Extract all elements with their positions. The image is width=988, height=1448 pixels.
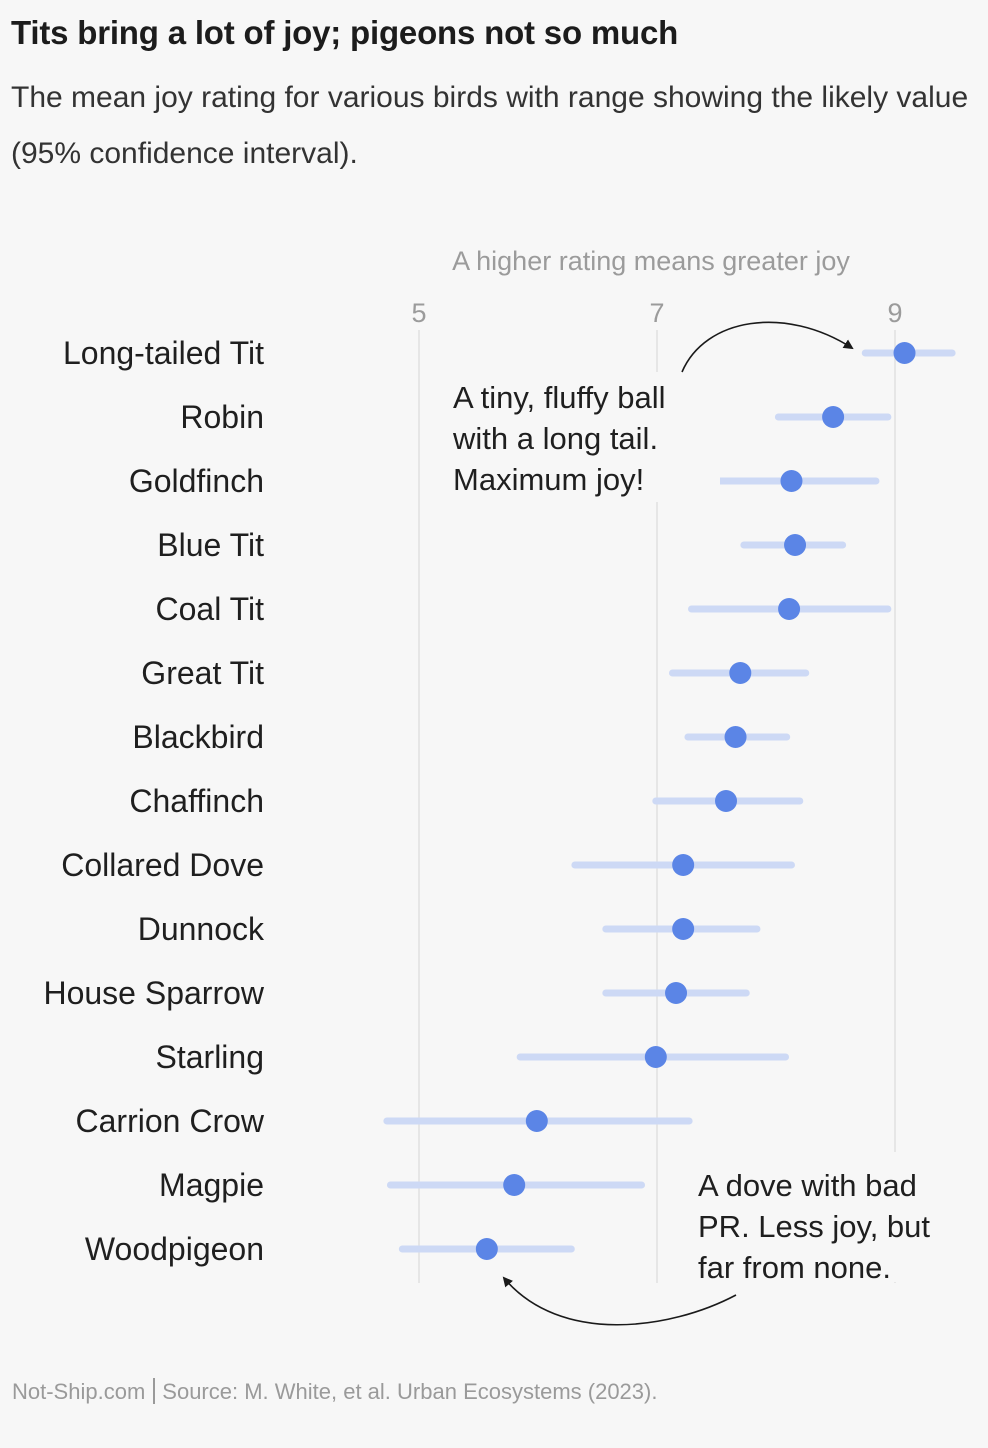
category-label: Woodpigeon [85,1231,264,1267]
mean-dot [672,854,695,876]
mean-dot [644,1046,667,1068]
mean-dot [893,342,916,364]
mean-dot [780,470,803,492]
mean-dot [784,534,807,556]
x-tick-label: 7 [649,298,664,328]
category-label: House Sparrow [43,975,264,1011]
category-label: Blue Tit [157,527,264,563]
annotation-woodpigeon: A dove with bad PR. Less joy, but far fr… [698,1168,939,1285]
category-label: Chaffinch [129,783,264,819]
mean-dot [475,1238,498,1260]
mean-dot [724,726,747,748]
footer-site: Not-Ship.com [12,1379,146,1404]
annotation-line: with a long tail. [452,421,658,456]
footer: Not-Ship.com Source: M. White, et al. Urb… [12,1378,657,1405]
annotation-background-bottom [688,1152,978,1282]
annotation-long-tailed-tit: A tiny, fluffy ball with a long tail. Ma… [452,380,674,497]
mean-dot [503,1174,526,1196]
annotation-line: A dove with bad [698,1168,917,1203]
category-label: Magpie [159,1167,264,1203]
category-label: Goldfinch [129,463,264,499]
annotation-line: PR. Less joy, but [698,1209,930,1244]
dot-range-chart: A higher rating means greater joy 5 7 9 Lo… [43,246,978,1326]
chart-subtitle: The mean joy rating for various birds wi… [11,81,969,170]
category-label: Carrion Crow [76,1103,265,1139]
mean-dot [822,406,845,428]
category-label: Dunnock [138,911,265,947]
category-label: Blackbird [132,719,264,755]
x-axis-label: A higher rating means greater joy [452,246,850,276]
mean-dot [778,598,801,620]
category-label: Coal Tit [156,591,265,627]
footer-divider [153,1378,156,1404]
mean-dot [525,1110,548,1132]
category-label: Great Tit [141,655,264,691]
annotation-line: far from none. [698,1250,891,1285]
footer-source: Source: M. White, et al. Urban Ecosystem… [162,1379,658,1404]
mean-dot [665,982,688,1004]
x-tick-label: 5 [411,298,426,328]
annotation-line: A tiny, fluffy ball [453,380,666,415]
category-label: Robin [180,399,264,435]
category-label: Starling [156,1039,265,1075]
category-label: Long-tailed Tit [63,335,264,371]
mean-dot [715,790,738,812]
mean-dot [672,918,695,940]
x-tick-label: 9 [887,298,902,328]
category-label: Collared Dove [61,847,264,883]
chart-title: Tits bring a lot of joy; pigeons not so … [11,14,679,51]
annotation-arrow-bottom [502,1276,737,1326]
annotation-background-top [440,372,720,502]
annotation-line: Maximum joy! [453,462,644,497]
annotation-arrow-top [681,321,854,373]
mean-dot [729,662,752,684]
